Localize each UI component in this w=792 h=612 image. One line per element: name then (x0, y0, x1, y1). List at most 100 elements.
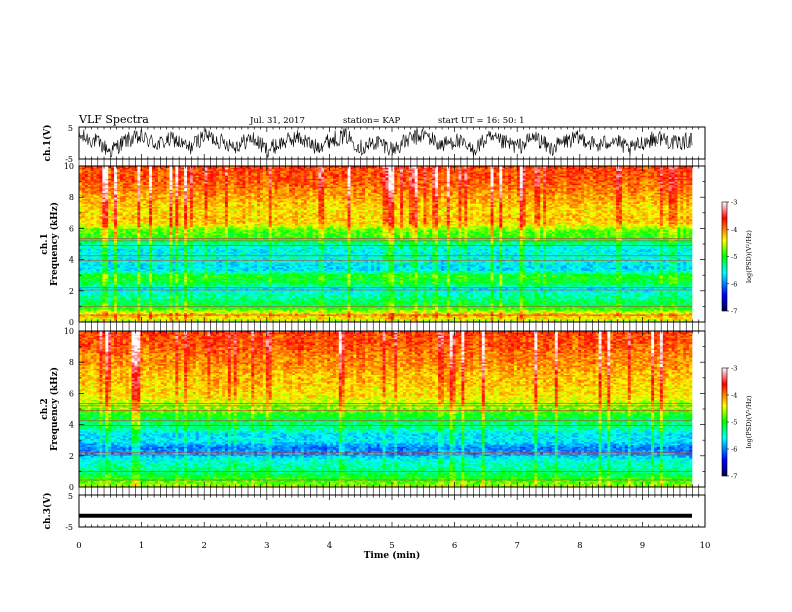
spectrogram-cell (116, 320, 121, 323)
spectrogram-cell (619, 312, 623, 315)
spectrogram-cell (610, 306, 614, 309)
spectrogram-cell (519, 307, 523, 310)
spectrogram-cell (379, 320, 383, 323)
spectrogram-cell (227, 303, 232, 306)
spectrogram-cell (467, 315, 471, 318)
spectrogram-cell (108, 320, 112, 323)
spectrogram-cell (522, 320, 526, 323)
spectrogram-cell (195, 318, 199, 321)
spectrogram-cell (449, 318, 453, 321)
spectrogram-cell (160, 318, 164, 321)
spectrogram-cell (619, 311, 623, 313)
spectrogram-cell (642, 304, 646, 307)
spectrogram-cell (222, 303, 226, 306)
spectrogram-cell (551, 311, 556, 313)
spectrogram-cell (306, 318, 310, 321)
spectrogram-cell (633, 309, 637, 312)
spectrogram-cell (613, 318, 617, 321)
ch1-signal-trace (78, 127, 693, 158)
spectrogram-cell (540, 320, 544, 323)
spectrogram-cell (125, 309, 129, 312)
spectrogram-cell (283, 303, 287, 306)
spectrogram-cell (108, 309, 112, 312)
spectrogram-cell (321, 307, 325, 310)
spectrogram-cell (257, 317, 261, 320)
spectrogram-cell (81, 303, 86, 306)
spectrogram-cell (499, 320, 503, 323)
spectrogram-cell (613, 317, 617, 320)
spectrogram-cell (440, 318, 445, 321)
spectrogram-cell (122, 317, 127, 320)
spectrogram-cell (385, 320, 389, 323)
spectrogram-cell (592, 304, 596, 307)
spectrogram-cell (534, 306, 538, 309)
spectrogram-cell (668, 304, 672, 307)
spectrogram-cell (636, 320, 640, 323)
spectrogram-cell (198, 304, 202, 307)
spectrogram-cell (467, 317, 471, 320)
spectrogram-cell (496, 303, 500, 306)
spectrogram-cell (537, 307, 541, 310)
spectrogram-cell (376, 320, 380, 323)
spectrogram-cell (295, 317, 299, 320)
spectrogram-cell (633, 315, 637, 318)
spectrogram-cell (680, 309, 684, 312)
spectrogram-cell (554, 317, 559, 320)
spectrogram-cell (440, 311, 445, 313)
spectrogram-cell (166, 315, 170, 318)
spectrogram-cell (656, 309, 661, 312)
spectrogram-cell (134, 315, 138, 318)
spectrogram-cell (420, 312, 424, 315)
spectrogram-cell (464, 315, 468, 318)
spectrogram-cell (598, 311, 602, 313)
spectrogram-cell (201, 312, 205, 315)
spectrogram-cell (93, 307, 97, 310)
spectrogram-cell (569, 304, 573, 307)
spectrogram-cell (178, 309, 182, 312)
spectrogram-cell (332, 320, 337, 323)
spectrogram-cell (651, 312, 655, 315)
spectrogram-cell (423, 320, 427, 323)
spectrogram-cell (581, 312, 585, 315)
spectrogram-cell (385, 306, 389, 309)
spectrogram-cell (578, 312, 582, 315)
spectrogram-cell (464, 303, 468, 306)
spectrogram-cell (125, 303, 129, 306)
spectrogram-cell (271, 315, 275, 318)
spectrogram-cell (677, 309, 681, 312)
spectrogram-cell (648, 317, 652, 320)
spectrogram-cell (149, 317, 153, 320)
spectrogram-cell (426, 304, 430, 307)
spectrogram-cell (149, 312, 153, 315)
spectrogram-cell (300, 320, 305, 323)
spectrogram-cell (525, 312, 529, 315)
spectrogram-cell (335, 307, 340, 310)
spectrogram-cell (394, 303, 398, 306)
spectrogram-cell (665, 309, 669, 312)
spectrogram-cell (271, 317, 275, 320)
spectrogram-cell (534, 303, 538, 306)
spectrogram-cell (362, 315, 366, 318)
spectrogram-cell (262, 303, 267, 306)
spectrogram-cell (656, 320, 661, 323)
spectrogram-cell (534, 309, 538, 312)
spectrogram-cell (636, 309, 640, 312)
spectrogram-cell (280, 318, 284, 321)
spectrogram-cell (662, 304, 667, 307)
spectrogram-cell (621, 309, 626, 312)
spectrogram-cell (522, 303, 526, 306)
spectrogram-cell (595, 306, 599, 309)
spectrogram-cell (493, 312, 497, 315)
spectrogram-cell (569, 311, 573, 313)
spectrogram-cell (96, 309, 100, 312)
spectrogram-cell (87, 303, 91, 306)
spectrogram-cell (227, 306, 232, 309)
spectrogram-cell (356, 311, 360, 313)
spectrogram-cell (192, 307, 197, 310)
spectrogram-cell (192, 317, 197, 320)
spectrogram-cell (367, 315, 372, 318)
spectrogram-cell (493, 303, 497, 306)
spectrogram-cell (452, 309, 456, 312)
spectrogram-cell (621, 307, 626, 310)
spectrogram-cell (481, 315, 486, 318)
